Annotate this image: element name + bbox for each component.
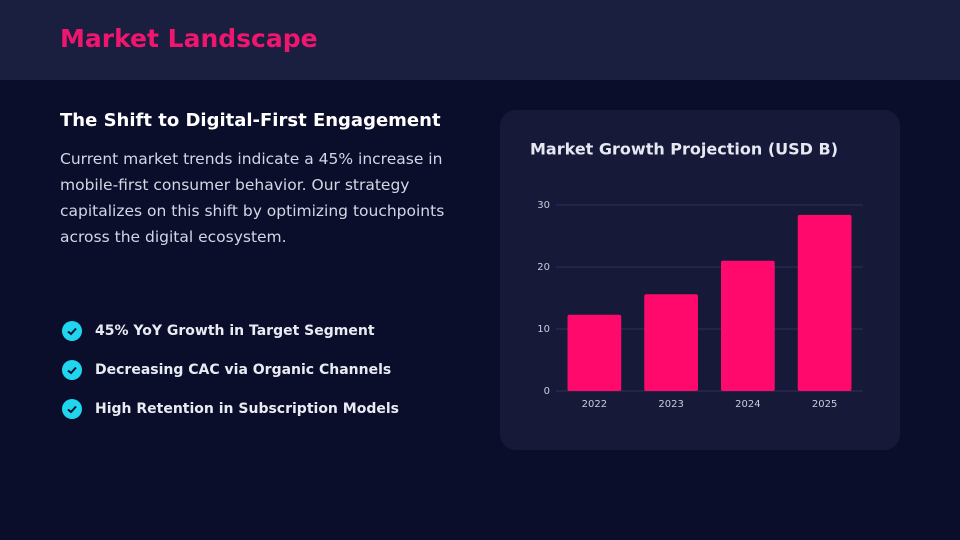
section-heading: The Shift to Digital-First Engagement [60,110,441,131]
highlight: High Retention in Subscription Models [62,399,399,419]
x-tick-label: 2023 [658,399,683,410]
x-tick-label: 2024 [735,399,760,410]
paragraph: Current market trends indicate a 45% inc… [60,150,445,246]
chart: Market Growth Projection (USD B) 0 10 20 30… [530,140,863,410]
chart-card: Market Growth Projection (USD B) 0 10 20 30… [500,110,900,450]
bar [567,314,622,391]
check-icon [62,399,82,419]
x-tick-label: 2025 [812,399,837,410]
header: Market Landscape [0,0,960,80]
highlight-text: Decreasing CAC via Organic Channels [95,362,392,378]
bar [721,260,775,391]
page-title: Market Landscape [60,24,318,53]
x-tick-label: 2022 [582,399,607,410]
chart-title: Market Growth Projection (USD B) [530,140,838,159]
y-tick-label: 10 [537,324,550,335]
highlight-text: 45% YoY Growth in Target Segment [95,323,375,339]
highlight-text: High Retention in Subscription Models [95,401,399,417]
bar [644,294,698,391]
highlight: Decreasing CAC via Organic Channels [62,360,391,380]
check-icon [62,360,82,380]
y-tick-label: 20 [537,262,550,273]
highlight: 45% YoY Growth in Target Segment [62,321,375,341]
y-tick-label: 30 [537,200,550,211]
check-icon [62,321,82,341]
bar [797,214,852,391]
y-tick-label: 0 [544,386,550,397]
